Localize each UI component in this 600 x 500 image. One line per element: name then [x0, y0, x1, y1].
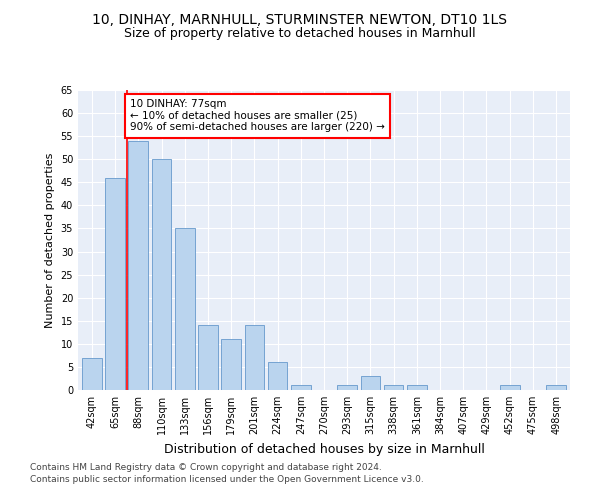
Text: Contains public sector information licensed under the Open Government Licence v3: Contains public sector information licen…: [30, 475, 424, 484]
Bar: [337, 386, 357, 390]
X-axis label: Distribution of detached houses by size in Marnhull: Distribution of detached houses by size …: [164, 442, 484, 456]
Bar: [221, 339, 241, 390]
Bar: [198, 326, 218, 390]
Bar: [152, 159, 172, 390]
Bar: [500, 386, 520, 390]
Bar: [361, 376, 380, 390]
Bar: [82, 358, 102, 390]
Bar: [384, 386, 403, 390]
Bar: [291, 386, 311, 390]
Bar: [245, 326, 264, 390]
Bar: [105, 178, 125, 390]
Bar: [175, 228, 194, 390]
Text: 10 DINHAY: 77sqm
← 10% of detached houses are smaller (25)
90% of semi-detached : 10 DINHAY: 77sqm ← 10% of detached house…: [130, 99, 385, 132]
Bar: [407, 386, 427, 390]
Bar: [268, 362, 287, 390]
Y-axis label: Number of detached properties: Number of detached properties: [45, 152, 55, 328]
Bar: [128, 141, 148, 390]
Text: Contains HM Land Registry data © Crown copyright and database right 2024.: Contains HM Land Registry data © Crown c…: [30, 464, 382, 472]
Text: 10, DINHAY, MARNHULL, STURMINSTER NEWTON, DT10 1LS: 10, DINHAY, MARNHULL, STURMINSTER NEWTON…: [92, 12, 508, 26]
Bar: [546, 386, 566, 390]
Text: Size of property relative to detached houses in Marnhull: Size of property relative to detached ho…: [124, 28, 476, 40]
